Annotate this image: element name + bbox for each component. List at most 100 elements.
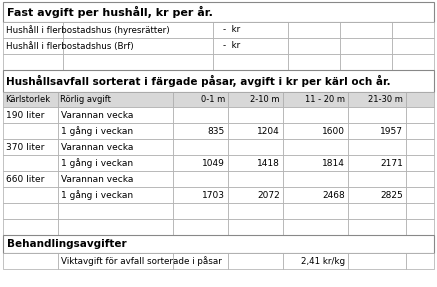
Bar — [173, 253, 228, 269]
Bar — [283, 155, 348, 171]
Bar — [228, 171, 283, 187]
Bar — [173, 187, 228, 203]
Bar — [228, 139, 283, 155]
Text: -  kr: - kr — [223, 26, 240, 34]
Text: 1 gång i veckan: 1 gång i veckan — [61, 158, 133, 168]
Bar — [3, 70, 434, 92]
Bar — [173, 203, 228, 219]
Text: 1 gång i veckan: 1 gång i veckan — [61, 190, 133, 200]
Bar — [63, 22, 213, 38]
Bar — [228, 92, 283, 107]
Bar — [58, 92, 173, 107]
Bar — [348, 253, 406, 269]
Bar — [348, 107, 406, 123]
Bar — [283, 171, 348, 187]
Bar — [348, 171, 406, 187]
Bar — [173, 219, 228, 235]
Text: 2072: 2072 — [257, 191, 280, 199]
Text: 1204: 1204 — [257, 127, 280, 135]
Text: Behandlingsavgifter: Behandlingsavgifter — [7, 239, 127, 249]
Text: Hushåll i flerbostadshus (Brf): Hushåll i flerbostadshus (Brf) — [6, 42, 134, 51]
Bar — [406, 139, 434, 155]
Bar — [283, 123, 348, 139]
Bar — [392, 22, 434, 38]
Text: 660 liter: 660 liter — [6, 174, 45, 183]
Bar — [348, 219, 406, 235]
Bar — [406, 155, 434, 171]
Bar — [406, 253, 434, 269]
Bar — [406, 219, 434, 235]
Text: 1814: 1814 — [322, 158, 345, 168]
Bar — [340, 22, 392, 38]
Bar — [406, 123, 434, 139]
Bar — [58, 187, 173, 203]
Bar — [58, 219, 173, 235]
Text: Viktavgift för avfall sorterade i påsar: Viktavgift för avfall sorterade i påsar — [61, 256, 222, 266]
Bar — [348, 92, 406, 107]
Bar — [173, 139, 228, 155]
Bar — [173, 92, 228, 107]
Bar — [63, 54, 213, 70]
Text: Fast avgift per hushåll, kr per år.: Fast avgift per hushåll, kr per år. — [7, 6, 213, 18]
Text: 11 - 20 m: 11 - 20 m — [305, 95, 345, 104]
Bar — [58, 139, 173, 155]
Bar — [406, 107, 434, 123]
Bar — [340, 38, 392, 54]
Bar — [348, 187, 406, 203]
Bar — [58, 253, 173, 269]
Text: 0-1 m: 0-1 m — [201, 95, 225, 104]
Text: 190 liter: 190 liter — [6, 110, 45, 119]
Bar — [173, 107, 228, 123]
Bar — [283, 187, 348, 203]
Bar — [348, 123, 406, 139]
Bar — [3, 123, 58, 139]
Bar — [3, 219, 58, 235]
Bar — [3, 22, 63, 38]
Text: 2-10 m: 2-10 m — [250, 95, 280, 104]
Bar — [283, 203, 348, 219]
Text: 1 gång i veckan: 1 gång i veckan — [61, 126, 133, 136]
Bar — [58, 155, 173, 171]
Bar — [348, 139, 406, 155]
Bar — [213, 54, 288, 70]
Bar — [173, 123, 228, 139]
Bar — [58, 107, 173, 123]
Bar — [348, 203, 406, 219]
Bar — [3, 38, 63, 54]
Bar — [406, 92, 434, 107]
Text: Varannan vecka: Varannan vecka — [61, 174, 133, 183]
Text: Hushåll i flerbostadshus (hyresrätter): Hushåll i flerbostadshus (hyresrätter) — [6, 25, 170, 35]
Bar — [283, 219, 348, 235]
Bar — [228, 155, 283, 171]
Bar — [3, 155, 58, 171]
Text: 21-30 m: 21-30 m — [368, 95, 403, 104]
Bar — [406, 187, 434, 203]
Bar — [3, 139, 58, 155]
Bar — [3, 54, 63, 70]
Bar — [406, 203, 434, 219]
Bar — [58, 203, 173, 219]
Bar — [173, 171, 228, 187]
Text: -  kr: - kr — [223, 42, 240, 51]
Bar — [3, 171, 58, 187]
Text: 1418: 1418 — [257, 158, 280, 168]
Text: Rörlig avgift: Rörlig avgift — [60, 95, 111, 104]
Bar — [3, 92, 58, 107]
Bar — [228, 107, 283, 123]
Bar — [348, 155, 406, 171]
Bar — [58, 171, 173, 187]
Bar — [173, 155, 228, 171]
Text: 1600: 1600 — [322, 127, 345, 135]
Bar — [283, 139, 348, 155]
Text: 2171: 2171 — [380, 158, 403, 168]
Bar — [406, 171, 434, 187]
Text: 1703: 1703 — [202, 191, 225, 199]
Text: Hushållsavfall sorterat i färgade påsar, avgift i kr per kärl och år.: Hushållsavfall sorterat i färgade påsar,… — [6, 75, 391, 87]
Bar — [288, 38, 340, 54]
Bar — [3, 187, 58, 203]
Text: 835: 835 — [208, 127, 225, 135]
Bar — [3, 235, 434, 253]
Bar — [228, 123, 283, 139]
Bar — [228, 187, 283, 203]
Bar — [213, 38, 288, 54]
